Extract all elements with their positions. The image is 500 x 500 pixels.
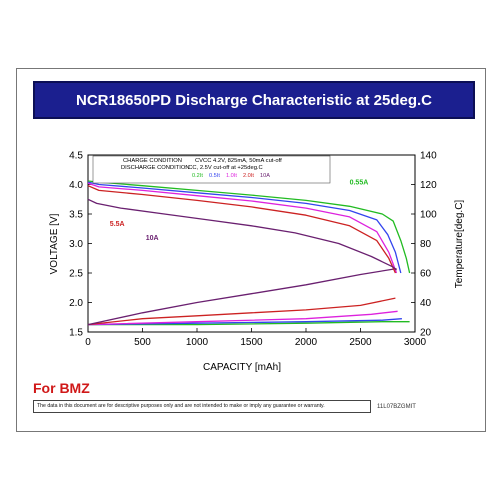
- rate-legend-item: 0.5It: [209, 173, 220, 179]
- document-id: 11L07BZGMIT: [377, 404, 416, 410]
- conditions-box: [92, 155, 331, 184]
- rate-legend-item: 1.0It: [226, 173, 237, 179]
- rate-legend-item: 10A: [260, 173, 270, 179]
- charge-condition-label: CHARGE CONDITION: [123, 158, 182, 164]
- y2-tick-label: 80: [420, 239, 432, 250]
- rate-legend: 0.2It 0.5It 1.0It 2.0It 10A: [192, 173, 270, 179]
- y2-axis-ticks: 20 40 60 80 100 120 140: [411, 151, 437, 339]
- series-label: 5.5A: [110, 221, 125, 228]
- y-tick-label: 1.5: [69, 328, 83, 339]
- voltage-curve: [87, 182, 398, 274]
- x-tick-label: 500: [134, 337, 151, 348]
- discharge-chart: 1.52.02.53.03.54.04.5 20406080100120140 …: [49, 151, 465, 374]
- temperature-curve: [87, 318, 402, 326]
- y2-axis-label: Temperature[deg.C]: [454, 200, 465, 289]
- voltage-curve: [87, 181, 402, 274]
- brand-label: For BMZ: [33, 380, 90, 396]
- series-label: 0.55A: [350, 180, 369, 187]
- charge-condition-value: CVCC 4.2V, 825mA, 50mA cut-off: [195, 158, 282, 164]
- voltage-curve: [87, 198, 397, 271]
- x-axis-label: CAPACITY [mAh]: [203, 362, 281, 373]
- y2-tick-label: 20: [420, 328, 432, 339]
- y-tick-label: 4.0: [69, 180, 83, 191]
- x-axis-ticks: 0 500 1000 1500 2000 2500 3000: [85, 328, 427, 348]
- y-tick-label: 2.0: [69, 298, 83, 309]
- x-tick-label: 1500: [240, 337, 263, 348]
- y-tick-label: 3.0: [69, 239, 83, 250]
- disclaimer-box: The data in this document are for descri…: [33, 400, 371, 413]
- series-label: 10A: [146, 235, 159, 242]
- curves: [87, 180, 411, 326]
- y2-tick-label: 120: [420, 180, 437, 191]
- chart-title-banner: NCR18650PD Discharge Characteristic at 2…: [33, 81, 475, 119]
- rate-legend-item: 2.0It: [243, 173, 254, 179]
- disclaimer-text: The data in this document are for descri…: [37, 403, 325, 409]
- x-tick-label: 0: [85, 337, 91, 348]
- x-tick-label: 2500: [349, 337, 372, 348]
- y-tick-label: 4.5: [69, 151, 83, 162]
- y-axis-ticks: 1.5 2.0 2.5 3.0 3.5 4.0 4.5: [69, 151, 92, 339]
- y-tick-label: 3.5: [69, 210, 83, 221]
- y2-tick-label: 60: [420, 269, 432, 280]
- temperature-curve: [87, 267, 397, 326]
- temperature-curve: [87, 297, 396, 326]
- y2-tick-label: 100: [420, 210, 437, 221]
- voltage-curve: [87, 180, 411, 274]
- discharge-condition-label: DISCHARGE CONDITION: [121, 165, 190, 171]
- y-tick-label: 2.5: [69, 269, 83, 280]
- y-axis-label: VOLTAGE [V]: [49, 213, 60, 274]
- temperature-curve: [88, 321, 410, 326]
- y2-tick-label: 140: [420, 151, 437, 162]
- voltage-curve: [87, 185, 396, 274]
- temperature-curve: [87, 310, 398, 326]
- x-tick-label: 1000: [186, 337, 209, 348]
- y2-tick-label: 40: [420, 298, 432, 309]
- rate-legend-item: 0.2It: [192, 173, 203, 179]
- x-tick-label: 2000: [295, 337, 318, 348]
- discharge-condition-value: : CC, 2.5V cut-off at +25deg.C: [185, 165, 263, 171]
- datasheet-page: 1.5 2.0 2.5 3.0 3.5 4.0 4.5 20 40 60 80 100 120 140 …: [16, 68, 486, 432]
- chart-title: NCR18650PD Discharge Characteristic at 2…: [76, 91, 432, 109]
- x-tick-label: 3000: [404, 337, 427, 348]
